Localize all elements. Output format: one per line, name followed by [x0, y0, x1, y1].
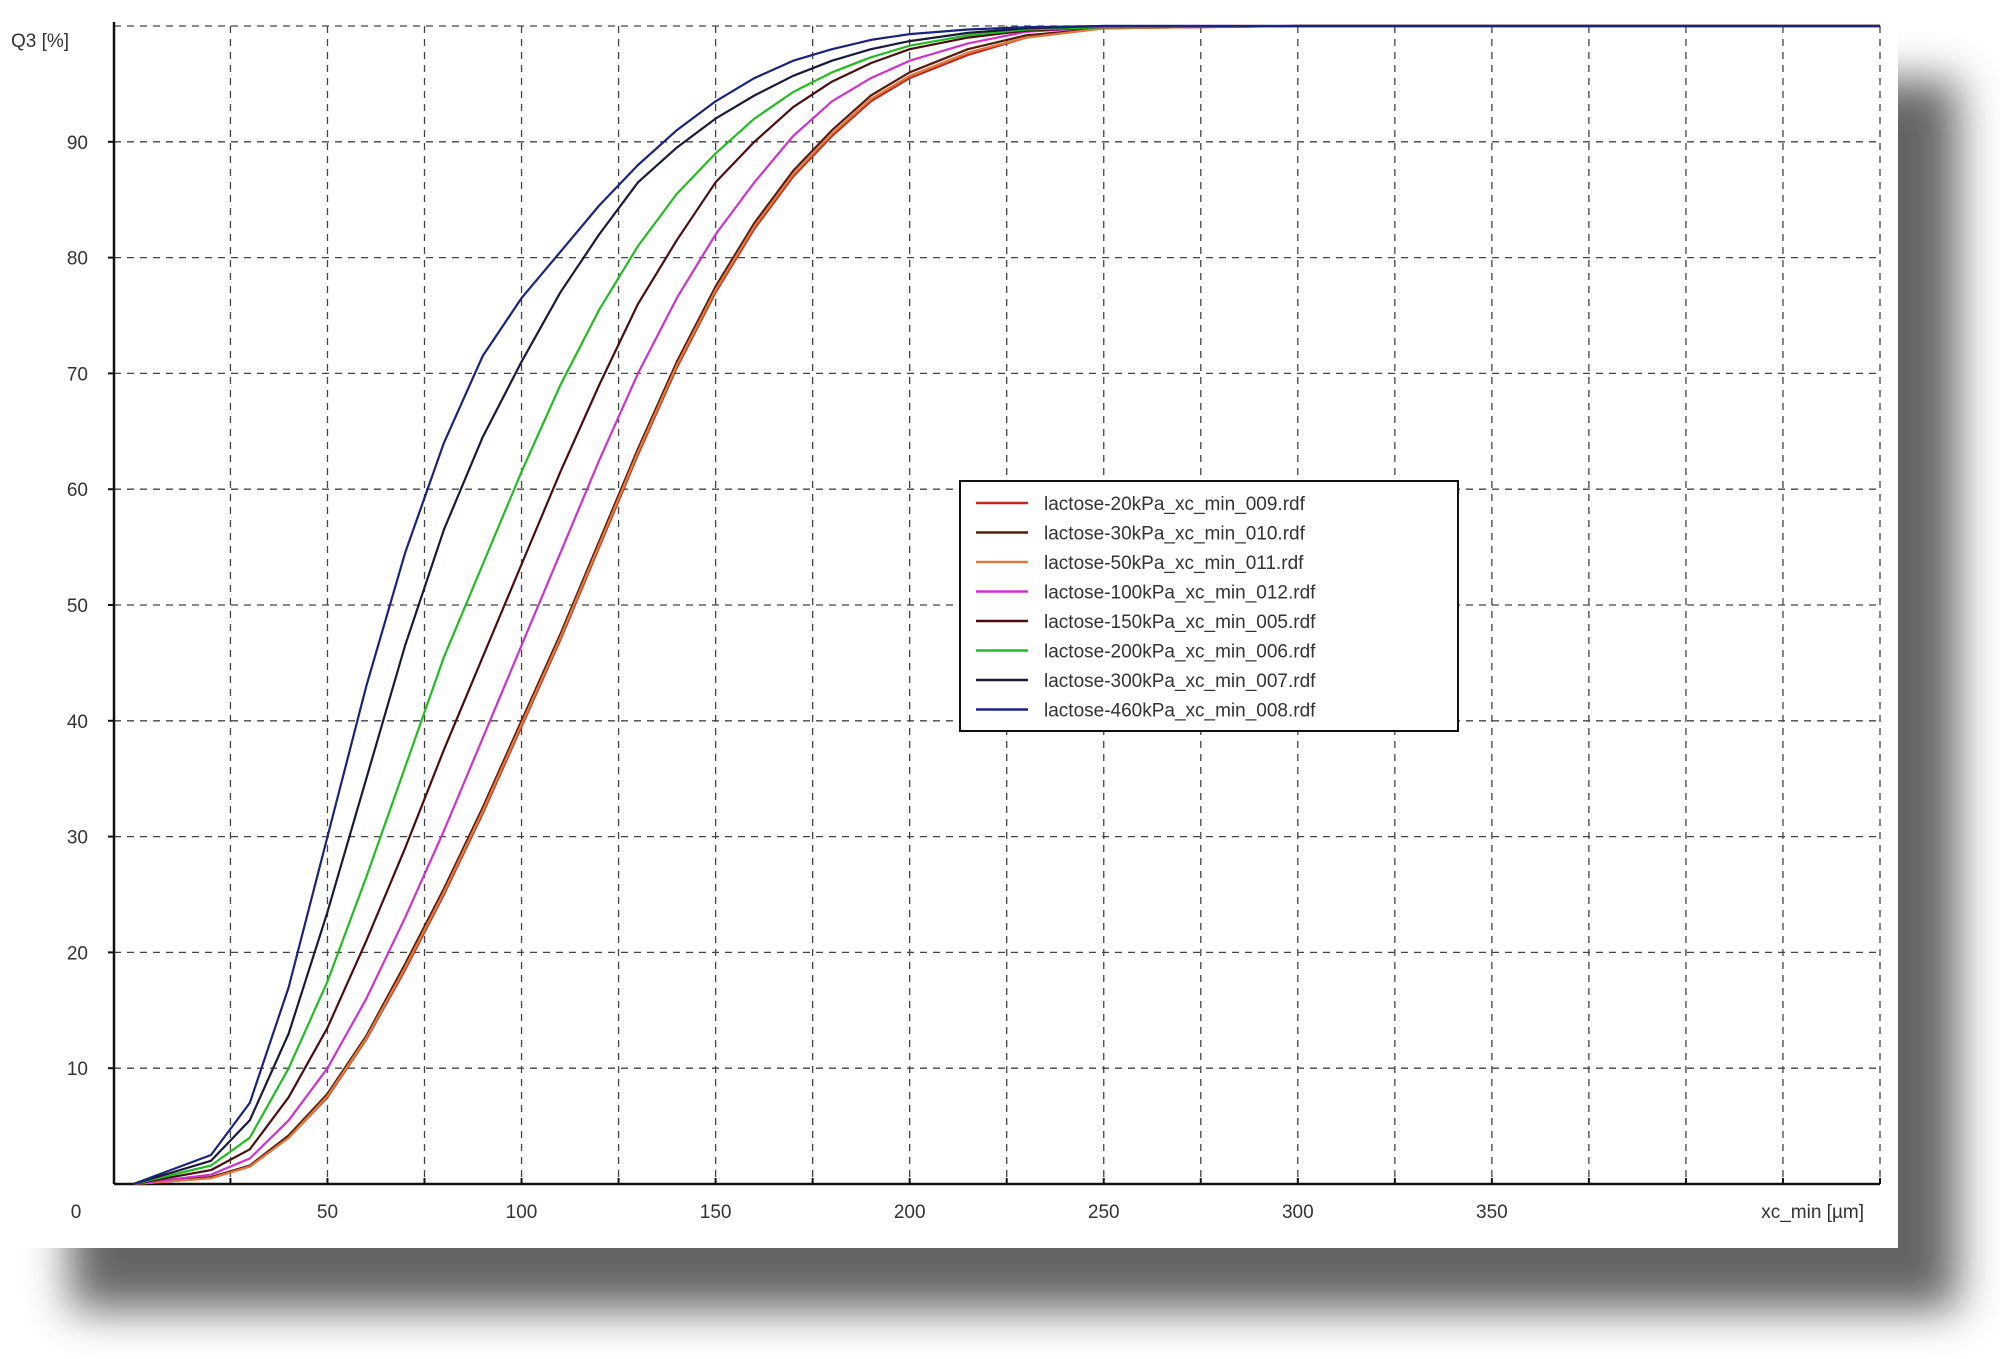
y-tick-label: 50: [67, 596, 88, 617]
x-tick-label: 0: [71, 1202, 82, 1223]
x-tick-label: 300: [1282, 1202, 1314, 1223]
series-lines: [133, 24, 1880, 1186]
x-tick-label: 50: [317, 1202, 338, 1223]
y-tick-label: 60: [67, 480, 88, 501]
x-tick-label: 350: [1476, 1202, 1508, 1223]
series-line: [133, 24, 1880, 1186]
legend-label: lactose-460kPa_xc_min_008.rdf: [1044, 701, 1316, 722]
legend-label: lactose-50kPa_xc_min_011.rdf: [1044, 553, 1304, 574]
x-tick-label: 250: [1088, 1202, 1120, 1223]
series-line: [133, 24, 1880, 1186]
tick-labels: 10 20 30 40 50 60 70 80 90 0 50 100 150 200 250 300 350: [67, 133, 1508, 1223]
y-tick-label: 70: [67, 364, 88, 385]
y-tick-label: 90: [67, 133, 88, 154]
y-tick-label: 20: [67, 943, 88, 964]
legend-label: lactose-300kPa_xc_min_007.rdf: [1044, 671, 1316, 692]
series-line: [133, 24, 1880, 1186]
legend-label: lactose-30kPa_xc_min_010.rdf: [1044, 524, 1306, 545]
series-line: [133, 24, 1880, 1186]
y-tick-label: 10: [67, 1059, 88, 1080]
y-axis-label: Q3 [%]: [11, 31, 69, 52]
chart-panel: 10 20 30 40 50 60 70 80 90 0 50 100 150 200 250 300 350 …: [11, 22, 1881, 1223]
legend-label: lactose-20kPa_xc_min_009.rdf: [1044, 494, 1306, 515]
x-tick-label: 200: [894, 1202, 926, 1223]
y-tick-label: 30: [67, 828, 88, 849]
series-line: [133, 24, 1880, 1186]
series-line: [133, 24, 1880, 1186]
legend-label: lactose-200kPa_xc_min_006.rdf: [1044, 642, 1316, 663]
legend: lactose-20kPa_xc_min_009.rdf lactose-30kP…: [959, 480, 1459, 732]
y-tick-label: 40: [67, 712, 88, 733]
axes: [108, 22, 1881, 1186]
legend-box: [959, 480, 1459, 732]
series-line: [133, 24, 1880, 1186]
x-axis-label: xc_min [µm]: [1761, 1202, 1864, 1223]
legend-label: lactose-100kPa_xc_min_012.rdf: [1044, 583, 1316, 604]
y-tick-label: 80: [67, 249, 88, 270]
legend-label: lactose-150kPa_xc_min_005.rdf: [1044, 612, 1316, 633]
x-tick-label: 150: [700, 1202, 732, 1223]
x-tick-label: 100: [506, 1202, 538, 1223]
